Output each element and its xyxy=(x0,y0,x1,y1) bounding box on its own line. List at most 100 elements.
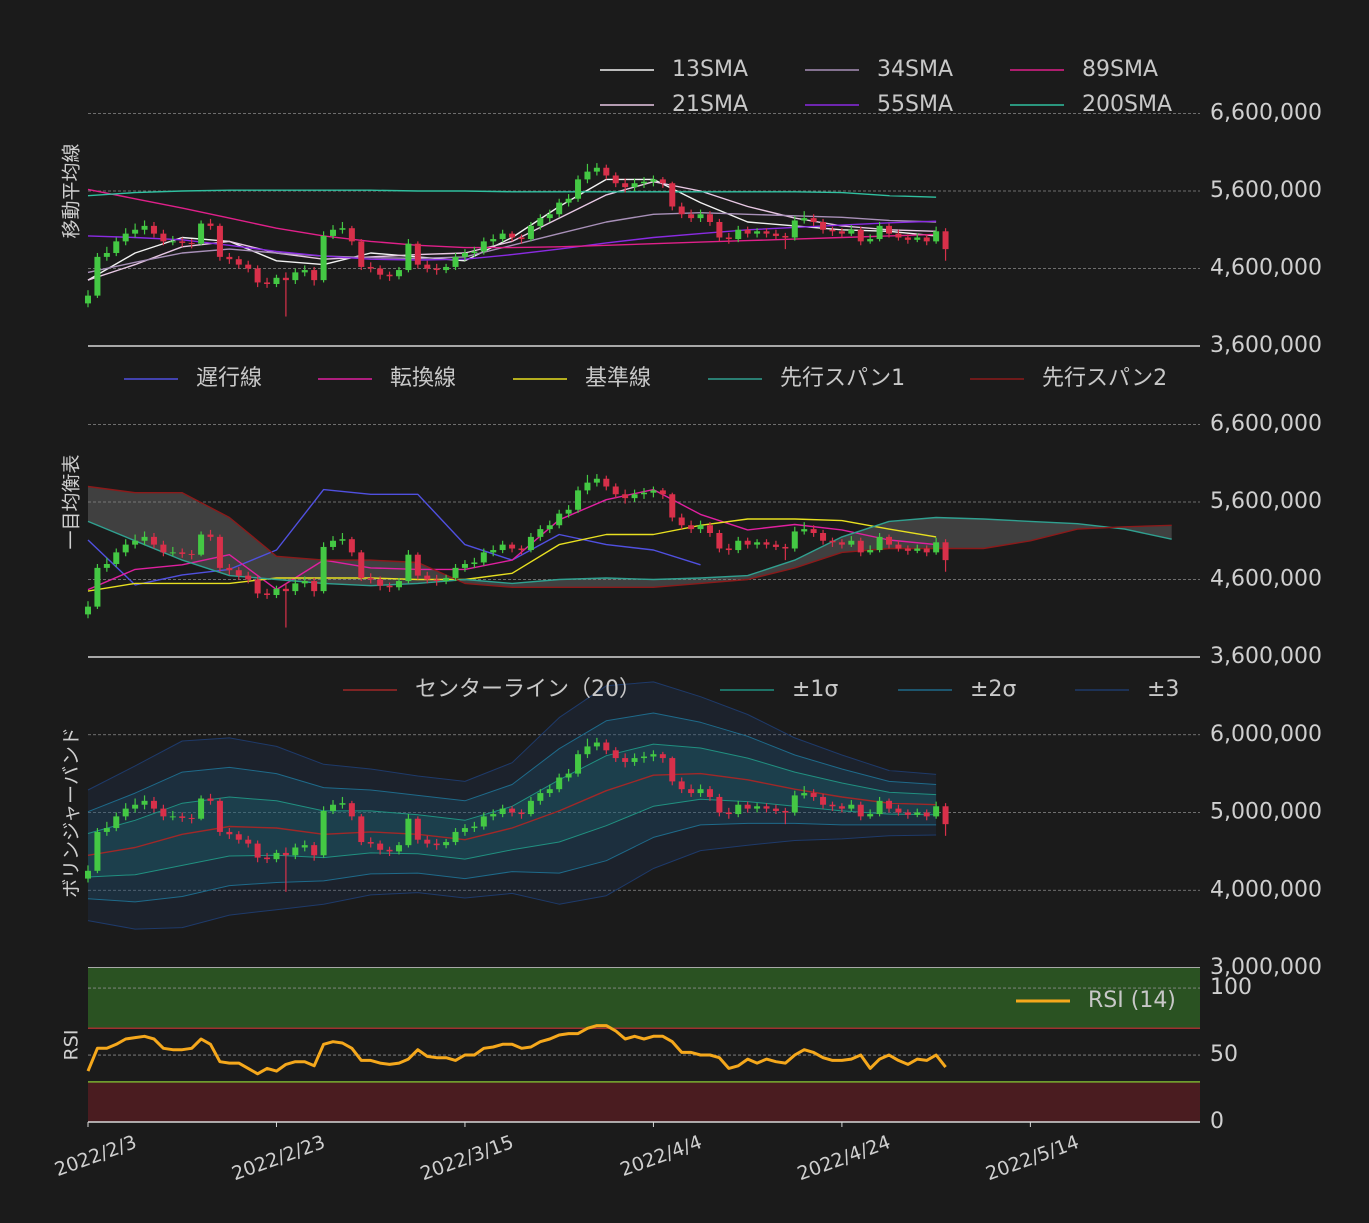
candle-body xyxy=(273,277,280,284)
candle-body xyxy=(697,789,704,794)
series-line xyxy=(86,1024,947,1076)
candle-body xyxy=(575,179,582,199)
candle-body xyxy=(480,241,487,252)
candle-body xyxy=(791,795,798,813)
candle-body xyxy=(235,834,242,840)
candle-body xyxy=(330,540,337,547)
candle-body xyxy=(311,270,318,281)
candle-body xyxy=(791,531,798,549)
candle-body xyxy=(377,579,384,586)
candle-body xyxy=(754,542,761,545)
candle-body xyxy=(593,167,600,172)
candle-body xyxy=(226,256,233,260)
candle-body xyxy=(348,803,355,817)
y-tick-label: 5,600,000 xyxy=(1210,178,1322,203)
candle-body xyxy=(603,742,610,751)
candle-body xyxy=(575,754,582,774)
candle-body xyxy=(603,167,610,176)
candle-body xyxy=(358,552,365,578)
candle-body xyxy=(330,229,337,236)
candle-body xyxy=(405,554,412,582)
legend-label: 13SMA xyxy=(672,57,748,82)
candle-body xyxy=(820,222,827,230)
candle-body xyxy=(424,264,431,269)
candle-body xyxy=(688,214,695,219)
candle-body xyxy=(886,225,893,234)
series-line xyxy=(87,189,937,198)
legend-label: 先行スパン2 xyxy=(1042,366,1167,391)
candle-body xyxy=(895,808,902,813)
candle-body xyxy=(584,171,591,180)
candle-body xyxy=(706,789,713,797)
y-axis-label: ボリンジャーバンド xyxy=(61,727,83,898)
legend-label: ±2σ xyxy=(970,677,1016,702)
candle-body xyxy=(575,490,582,510)
candle-body xyxy=(509,808,516,813)
candle-body xyxy=(395,581,402,588)
candle-body xyxy=(103,564,110,568)
candle-body xyxy=(838,542,845,545)
candle-body xyxy=(395,270,402,277)
candle-body xyxy=(735,804,742,815)
candle-body xyxy=(716,222,723,238)
candle-body xyxy=(264,857,271,860)
y-tick-label: 3,600,000 xyxy=(1210,644,1322,669)
candle-body xyxy=(914,237,921,240)
candle-body xyxy=(546,789,553,794)
candle-body xyxy=(584,746,591,755)
candle-body xyxy=(886,800,893,809)
candle-body xyxy=(480,816,487,827)
candle-body xyxy=(207,223,214,226)
candle-body xyxy=(697,525,704,530)
candle-body xyxy=(876,536,883,551)
candle-body xyxy=(292,272,299,281)
candle-body xyxy=(433,579,440,582)
candle-body xyxy=(904,548,911,551)
candle-body xyxy=(923,812,930,817)
candle-body xyxy=(933,542,940,553)
candle-body xyxy=(829,540,836,543)
candle-body xyxy=(848,540,855,545)
candle-body xyxy=(641,492,647,495)
candle-body xyxy=(113,816,120,829)
candle-body xyxy=(914,812,921,815)
candle-body xyxy=(688,525,695,530)
candle-body xyxy=(132,804,139,809)
legend-label: 遅行線 xyxy=(196,366,262,391)
candle-body xyxy=(122,233,129,242)
candle-body xyxy=(301,581,308,584)
candle-body xyxy=(801,218,808,221)
y-tick-label: 6,000,000 xyxy=(1210,722,1322,747)
candle-body xyxy=(122,808,129,817)
candle-body xyxy=(942,231,949,250)
candle-body xyxy=(725,548,732,551)
candle-body xyxy=(829,804,836,807)
candle-body xyxy=(876,800,883,815)
candle-body xyxy=(386,585,393,588)
candle-body xyxy=(94,567,101,607)
candle-body xyxy=(264,593,271,595)
candle-body xyxy=(122,544,129,553)
series-line xyxy=(87,516,1172,587)
legend-label: 34SMA xyxy=(877,57,953,82)
candle-body xyxy=(820,796,827,805)
candle-body xyxy=(810,793,817,797)
candle-body xyxy=(264,282,271,284)
candle-body xyxy=(292,583,299,592)
candle-body xyxy=(565,198,572,203)
candle-body xyxy=(603,478,610,487)
candle-body xyxy=(377,843,384,850)
candle-body xyxy=(857,540,864,553)
candle-body xyxy=(593,742,600,747)
candle-body xyxy=(857,804,864,817)
candle-body xyxy=(631,183,638,188)
y-tick-label: 5,600,000 xyxy=(1210,489,1322,514)
y-tick-label: 3,000,000 xyxy=(1210,955,1322,980)
candle-body xyxy=(650,754,657,757)
legend-label: ±3 xyxy=(1147,677,1179,702)
legend-label: ±1σ xyxy=(792,677,838,702)
candle-body xyxy=(414,554,421,576)
candle-body xyxy=(499,808,506,815)
candle-body xyxy=(198,223,205,244)
